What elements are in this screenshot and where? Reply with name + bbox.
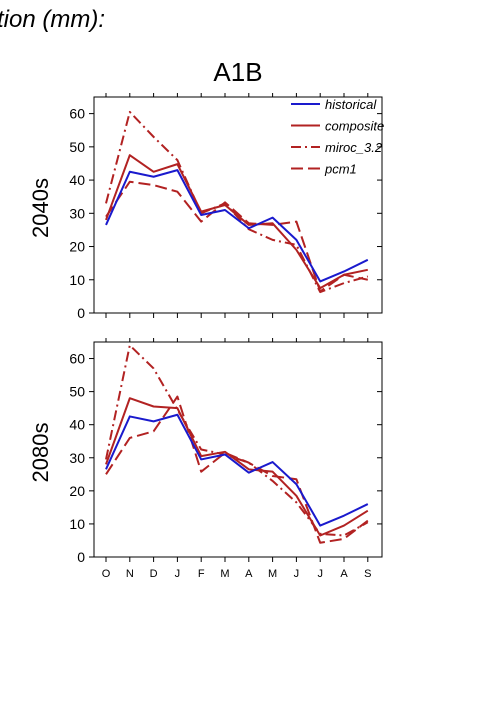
legend: historical composite miroc_3.2 pcm1 [291, 97, 384, 177]
series-line-historical [105, 169, 369, 283]
series-line-pcm1 [105, 180, 369, 293]
y-axis-label: 2040s [28, 178, 53, 238]
x-tick-label: F [198, 568, 205, 580]
header-text: tion (mm): [0, 6, 105, 33]
x-tick-label: N [126, 568, 134, 580]
x-tick-label: M [268, 568, 277, 580]
series-line-composite [105, 154, 369, 290]
legend-entry: composite [325, 119, 384, 134]
x-tick-label: S [364, 568, 371, 580]
x-tick-label: O [102, 568, 111, 580]
series-line-miroc-3-2 [105, 110, 369, 294]
x-tick-label: J [317, 568, 323, 580]
x-tick-label: J [294, 568, 300, 580]
x-tick-label: A [340, 568, 348, 580]
x-tick-label: J [175, 568, 181, 580]
panel-2080s: 0 10 20 30 40 50 60 O N D J F M A M J J A S 2080s [28, 338, 383, 580]
y-tick-label: 50 [69, 139, 85, 155]
y-tick-label: 40 [69, 417, 85, 433]
panel-2040s: 0 10 20 30 40 50 60 2040s [28, 93, 383, 321]
plot-frame [93, 96, 383, 314]
y-tick-label: 20 [69, 239, 85, 255]
plot-frame [93, 341, 383, 558]
legend-entry: miroc_3.2 [325, 140, 383, 155]
series-line-composite [105, 397, 369, 537]
series-line-miroc-3-2 [105, 344, 369, 537]
legend-entry: historical [325, 97, 377, 112]
y-axis-label: 2080s [28, 423, 53, 483]
y-tick-label: 60 [69, 351, 85, 367]
y-tick-label: 30 [69, 450, 85, 466]
series-line-pcm1 [105, 395, 369, 544]
y-tick-label: 10 [69, 272, 85, 288]
x-tick-label: A [245, 568, 253, 580]
x-tick-label: M [220, 568, 229, 580]
x-tick-label: D [150, 568, 158, 580]
series-line-historical [105, 413, 369, 527]
y-tick-label: 20 [69, 483, 85, 499]
legend-entry: pcm1 [324, 162, 357, 177]
y-tick-label: 10 [69, 516, 85, 532]
scenario-title: A1B [213, 57, 262, 87]
y-tick-label: 50 [69, 384, 85, 400]
y-tick-label: 60 [69, 106, 85, 122]
y-tick-label: 0 [77, 305, 85, 321]
y-tick-label: 40 [69, 172, 85, 188]
y-tick-label: 0 [77, 549, 85, 565]
y-tick-label: 30 [69, 205, 85, 221]
